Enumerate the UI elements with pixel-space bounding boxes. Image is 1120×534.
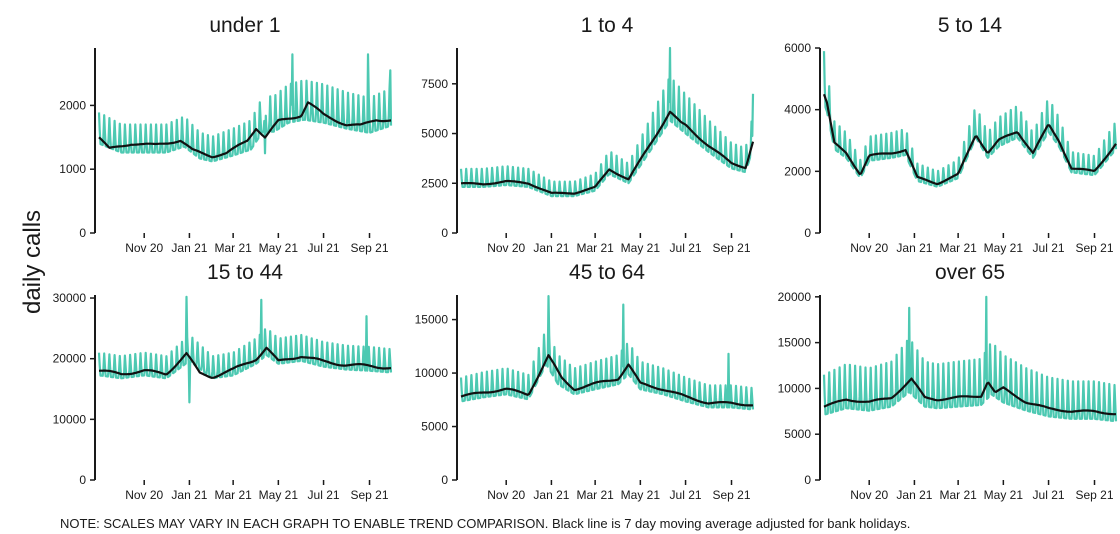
y-tick-label: 1000 [59, 162, 86, 176]
x-tick-label: May 21 [621, 241, 661, 255]
daily-calls-line [97, 53, 393, 163]
panel-5: 45 to 64 0 5000 10000 15000 Nov 20 Jan 21 Mar 2… [415, 261, 755, 502]
moving-average-line [822, 93, 1117, 186]
x-tick-label: May 21 [984, 241, 1024, 255]
y-tick-label: 5000 [421, 127, 448, 141]
footnote: NOTE: SCALES MAY VARY IN EACH GRAPH TO E… [60, 516, 911, 531]
x-tick-label: Nov 20 [487, 488, 525, 502]
daily-calls-line [822, 295, 1118, 422]
x-tick-label: Jan 21 [896, 241, 932, 255]
panel-title: 15 to 44 [207, 261, 283, 284]
x-tick-label: Sep 21 [1075, 241, 1113, 255]
x-tick-label: Jul 21 [1033, 488, 1065, 502]
panels: under 1 0 1000 2000 Nov 20 Jan 21 Mar 21 May 21… [53, 14, 1118, 502]
x-tick-label: Jul 21 [308, 241, 340, 255]
figure: daily calls under 1 0 1000 2000 Nov 20 Jan 21… [19, 14, 1118, 502]
y-tick-label: 0 [804, 226, 811, 240]
panel-2: 1 to 4 0 2500 5000 7500 Nov 20 Jan 21 Mar 21 May… [421, 14, 755, 255]
x-tick-label: Mar 21 [939, 241, 977, 255]
panel-4: 15 to 44 0 10000 20000 30000 Nov 20 Jan 21 Mar … [53, 261, 393, 502]
x-tick-label: Sep 21 [350, 488, 388, 502]
panel-title: 5 to 14 [938, 14, 1003, 37]
y-tick-label: 0 [441, 226, 448, 240]
y-tick-label: 10000 [53, 412, 87, 426]
moving-average-line [823, 377, 1116, 416]
y-tick-label: 5000 [784, 427, 811, 441]
y-tick-label: 5000 [421, 420, 448, 434]
daily-calls-line [459, 46, 755, 198]
x-tick-label: Mar 21 [939, 488, 977, 502]
x-tick-label: Jul 21 [1033, 241, 1065, 255]
y-tick-label: 15000 [778, 336, 812, 350]
panel-title: 1 to 4 [581, 14, 634, 37]
y-tick-label: 10000 [415, 366, 449, 380]
y-tick-label: 4000 [784, 103, 811, 117]
x-tick-label: Nov 20 [125, 241, 163, 255]
x-tick-label: Jan 21 [171, 488, 207, 502]
x-tick-label: Sep 21 [1075, 488, 1113, 502]
daily-calls-line [459, 295, 755, 411]
x-tick-label: Sep 21 [350, 241, 388, 255]
x-tick-label: Sep 21 [712, 488, 750, 502]
x-tick-label: May 21 [259, 488, 299, 502]
x-tick-label: Jan 21 [896, 488, 932, 502]
panel-3: 5 to 14 0 2000 4000 6000 Nov 20 Jan 21 Mar 21 Ma… [784, 14, 1118, 255]
x-tick-label: Mar 21 [576, 241, 614, 255]
y-tick-label: 6000 [784, 41, 811, 55]
panel-6: over 65 0 5000 10000 15000 20000 Nov 20 Jan 21 M… [778, 261, 1118, 502]
x-tick-label: Jan 21 [533, 241, 569, 255]
daily-calls-line [97, 295, 393, 404]
y-tick-label: 0 [79, 226, 86, 240]
x-tick-label: Nov 20 [850, 241, 888, 255]
y-tick-label: 0 [441, 473, 448, 487]
x-tick-label: May 21 [621, 488, 661, 502]
x-tick-label: May 21 [984, 488, 1024, 502]
x-tick-label: Mar 21 [214, 241, 252, 255]
y-tick-label: 7500 [421, 77, 448, 91]
x-tick-label: Nov 20 [850, 488, 888, 502]
x-tick-label: Jul 21 [308, 488, 340, 502]
panel-title: 45 to 64 [569, 261, 645, 284]
x-tick-label: May 21 [259, 241, 299, 255]
moving-average-line [98, 101, 392, 159]
x-tick-label: Jan 21 [533, 488, 569, 502]
x-tick-label: Mar 21 [214, 488, 252, 502]
panel-title: over 65 [935, 261, 1005, 284]
y-tick-label: 20000 [778, 290, 812, 304]
y-tick-label: 30000 [53, 291, 87, 305]
y-tick-label: 10000 [778, 381, 812, 395]
x-tick-label: Jan 21 [171, 241, 207, 255]
y-axis-label: daily calls [19, 210, 46, 314]
y-tick-label: 20000 [53, 352, 87, 366]
panel-1: under 1 0 1000 2000 Nov 20 Jan 21 Mar 21 May 21… [59, 14, 393, 255]
y-tick-label: 2000 [59, 98, 86, 112]
daily-calls-line [822, 51, 1118, 188]
x-tick-label: Nov 20 [125, 488, 163, 502]
x-tick-label: Mar 21 [576, 488, 614, 502]
x-tick-label: Jul 21 [670, 488, 702, 502]
y-tick-label: 0 [804, 473, 811, 487]
moving-average-line [460, 354, 754, 407]
y-tick-label: 15000 [415, 313, 449, 327]
panel-title: under 1 [209, 14, 280, 37]
x-tick-label: Sep 21 [712, 241, 750, 255]
x-tick-label: Jul 21 [670, 241, 702, 255]
y-tick-label: 2500 [421, 176, 448, 190]
y-tick-label: 2000 [784, 164, 811, 178]
y-tick-label: 0 [79, 473, 86, 487]
moving-average-line [460, 110, 755, 195]
moving-average-line [98, 346, 392, 379]
x-tick-label: Nov 20 [487, 241, 525, 255]
